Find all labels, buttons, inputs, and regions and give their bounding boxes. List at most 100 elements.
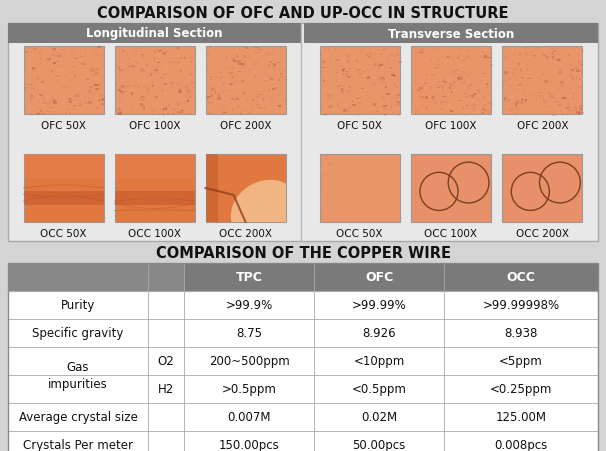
Bar [147,75,149,78]
Bar [236,56,238,59]
Text: OFC 50X: OFC 50X [41,121,86,131]
Bar [334,48,336,51]
Bar [525,75,528,78]
Text: 8.926: 8.926 [362,327,396,340]
Bar [416,103,418,106]
Bar [415,110,417,114]
Bar [568,93,571,94]
Bar [465,60,466,62]
Bar [282,61,285,62]
Bar [518,64,520,66]
Bar [418,75,420,77]
Bar [481,110,484,111]
Bar [168,105,170,107]
Bar [574,59,576,60]
Bar [279,74,282,76]
Bar [579,78,581,81]
Text: COMPARISON OF OFC AND UP-OCC IN STRUCTURE: COMPARISON OF OFC AND UP-OCC IN STRUCTUR… [97,5,509,20]
Bar [79,104,82,106]
Bar [370,53,372,55]
Bar [527,85,528,87]
Bar [503,90,507,91]
Bar [97,47,101,49]
Bar [264,74,265,75]
Bar [444,431,598,451]
Bar [24,60,25,62]
Bar [27,48,31,50]
Bar [554,78,558,79]
Bar [141,55,144,57]
Bar [30,98,31,101]
Bar [568,55,570,57]
Bar [129,57,130,60]
Bar [415,80,416,82]
Bar [62,50,65,51]
Bar [161,78,163,79]
Bar [337,60,339,62]
Bar [130,77,131,78]
Bar [96,69,99,70]
Bar [30,115,33,116]
Bar [53,49,56,51]
Bar [205,155,218,222]
Bar [482,114,485,115]
Bar [181,111,182,114]
Bar [241,64,245,66]
Bar [378,181,383,183]
Bar [377,208,382,210]
Bar [42,53,44,56]
Bar [573,98,574,100]
Bar [460,76,463,78]
Bar [40,64,41,65]
Bar [237,61,241,64]
Bar [88,90,92,92]
Bar [74,77,76,78]
Bar [441,109,442,110]
Bar [273,68,275,70]
Bar [420,49,424,52]
Bar [426,49,430,51]
Bar [205,47,285,115]
Bar [358,114,359,117]
Bar [130,109,133,110]
Bar [522,101,524,103]
Bar [551,55,555,56]
Bar [232,71,235,73]
Bar [264,107,265,109]
Bar [487,86,490,88]
Bar [90,87,92,89]
Bar [216,91,218,93]
Bar [59,55,61,56]
Bar [330,112,331,114]
Text: <0.5ppm: <0.5ppm [351,382,407,396]
Bar [99,100,100,103]
Bar [456,49,459,50]
Bar [148,107,151,108]
Bar [515,108,518,110]
Bar [580,65,584,67]
Bar [264,81,267,82]
Bar [150,109,154,110]
Bar [36,114,39,116]
Bar [562,98,566,100]
Bar [324,88,326,91]
Bar [38,76,39,78]
Bar [544,94,547,96]
Bar [226,58,227,60]
Text: Gas
impurities: Gas impurities [48,360,108,390]
Bar [574,47,575,48]
Bar [476,110,479,112]
Bar [426,83,428,85]
Bar [431,74,435,77]
Bar [547,53,551,55]
Bar [187,101,188,103]
Text: OFC 200X: OFC 200X [516,121,568,131]
Bar [425,107,428,110]
Bar [389,62,391,64]
Text: OCC 100X: OCC 100X [424,229,478,239]
Bar [450,84,453,87]
Text: OFC 100X: OFC 100X [425,121,477,131]
Bar [558,59,561,61]
Bar [115,155,195,222]
Bar [422,86,425,88]
